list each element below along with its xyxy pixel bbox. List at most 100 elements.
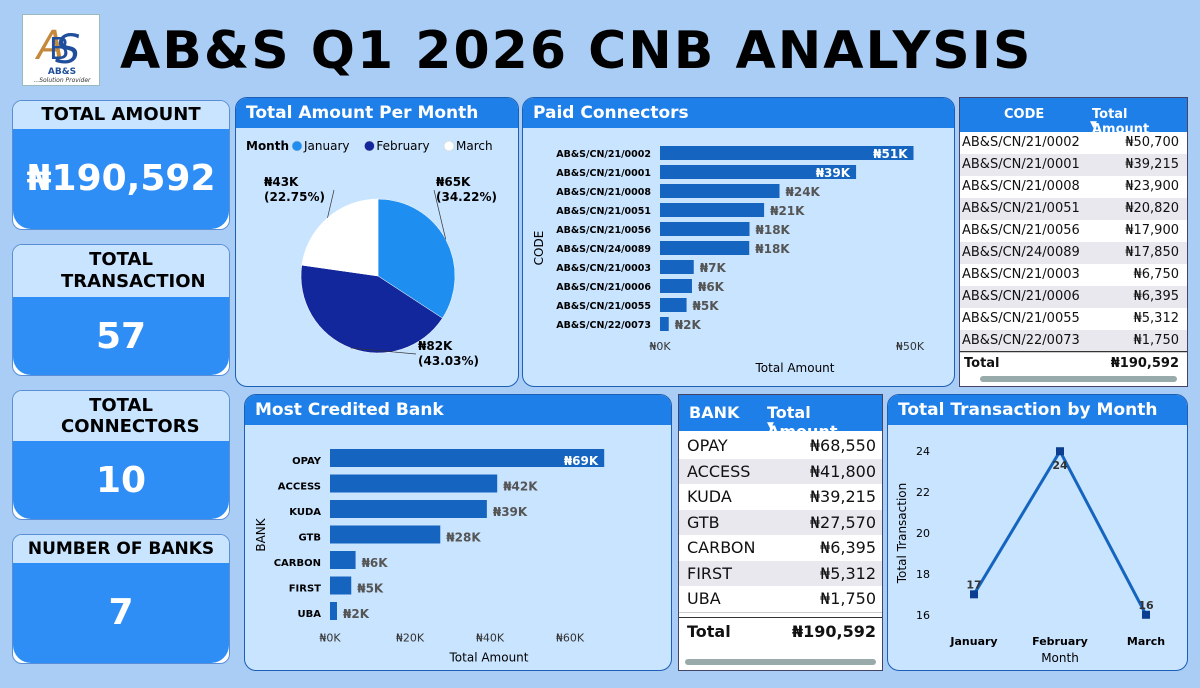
x-tick-label: ₦50K [896, 340, 925, 353]
connector-row[interactable]: AB&S/CN/21/0001 ₦39,215 [960, 154, 1187, 177]
connector-name-cell: AB&S/CN/24/0089 [962, 245, 1080, 260]
bar-data-label: ₦2K [675, 318, 702, 332]
connector-amount-cell: ₦39,215 [1125, 157, 1179, 172]
horizontal-scrollbar[interactable] [685, 659, 876, 665]
bar-ab-s-cn-21-0002[interactable] [660, 146, 914, 160]
connector-name-cell: AB&S/CN/21/0006 [962, 289, 1080, 304]
category-label: AB&S/CN/21/0001 [556, 168, 651, 179]
y-axis-label: Total Transaction [895, 483, 909, 585]
bar-ab-s-cn-24-0089[interactable] [660, 241, 750, 255]
bar-ab-s-cn-21-0001[interactable] [660, 165, 857, 179]
x-axis-label: Total Amount [755, 361, 835, 375]
category-label: AB&S/CN/21/0003 [556, 263, 651, 274]
connector-row[interactable]: AB&S/CN/21/0056 ₦17,900 [960, 220, 1187, 243]
bar-ab-s-cn-21-0003[interactable] [660, 260, 694, 274]
connector-row[interactable]: AB&S/CN/21/0006 ₦6,395 [960, 286, 1187, 309]
page-title: AB&S Q1 2026 CNB ANALYSIS [120, 21, 1033, 81]
total-value: ₦190,592 [1110, 356, 1179, 371]
bar-opay[interactable] [330, 449, 605, 467]
kpi-total-amount: TOTAL AMOUNT ₦190,592 [12, 100, 230, 230]
pie-slice-march[interactable] [301, 198, 379, 277]
bank-row[interactable]: UBA ₦1,750 [679, 586, 882, 613]
category-label: AB&S/CN/21/0008 [556, 187, 651, 198]
category-label: OPAY [292, 456, 322, 467]
line-chart-title: Total Transaction by Month [888, 395, 1187, 425]
connector-amount-cell: ₦17,850 [1125, 245, 1179, 260]
bank-name-cell: ACCESS [687, 461, 751, 481]
bank-row[interactable]: OPAY ₦68,550 [679, 433, 882, 460]
bank-amount-cell: ₦39,215 [809, 487, 876, 506]
bar-carbon[interactable] [330, 551, 356, 569]
kpi-label: TOTAL CONNECTORS [13, 391, 229, 445]
bar-data-label: ₦5K [693, 299, 720, 313]
bank-amount-cell: ₦41,800 [809, 461, 876, 481]
kpi-number-of-banks: NUMBER OF BANKS 7 [12, 534, 230, 664]
bar-ab-s-cn-22-0073[interactable] [660, 317, 669, 331]
bar-ab-s-cn-21-0051[interactable] [660, 203, 765, 217]
category-label: CARBON [274, 558, 321, 569]
legend-label-january[interactable]: January [303, 139, 350, 153]
legend-label-february[interactable]: February [376, 139, 429, 153]
category-label: FIRST [289, 584, 321, 595]
col-header-bank[interactable]: BANK [689, 403, 740, 422]
sort-desc-icon[interactable]: ▼ [767, 421, 774, 431]
series-line[interactable] [972, 448, 1148, 616]
connector-row[interactable]: AB&S/CN/21/0002 ₦50,700 [960, 132, 1187, 155]
y-tick-label: 24 [916, 445, 930, 458]
connector-row[interactable]: AB&S/CN/21/0055 ₦5,312 [960, 308, 1187, 331]
bar-data-label: ₦5K [357, 582, 384, 596]
data-point[interactable] [1142, 610, 1150, 619]
logo-text: AB&S [47, 67, 77, 77]
connector-name-cell: AB&S/CN/22/0073 [962, 333, 1080, 348]
title-bar [10, 10, 1188, 92]
svg-text:B: B [49, 32, 70, 67]
bar-gtb[interactable] [330, 525, 441, 544]
bar-first[interactable] [330, 576, 352, 595]
bank-table: BANK Total Amount ▼ OPAY ₦68,550 ACCESS ₦41… [678, 394, 883, 671]
bar-access[interactable] [330, 474, 498, 493]
bar-kuda[interactable] [330, 500, 487, 518]
y-tick-label: 16 [916, 609, 930, 622]
bank-name-cell: OPAY [687, 436, 728, 455]
bank-row[interactable]: ACCESS ₦41,800 [679, 458, 882, 485]
bar-uba[interactable] [330, 602, 337, 620]
col-header-code[interactable]: CODE [1004, 107, 1045, 122]
sort-desc-icon[interactable]: ▼ [1090, 120, 1097, 130]
bar-ab-s-cn-21-0006[interactable] [660, 279, 692, 293]
bank-row[interactable]: GTB ₦27,570 [679, 509, 882, 536]
bank-amount-cell: ₦27,570 [809, 512, 876, 532]
bar-ab-s-cn-21-0055[interactable] [660, 298, 687, 312]
y-tick-label: 22 [916, 486, 930, 499]
connector-name-cell: AB&S/CN/21/0003 [962, 267, 1080, 282]
connector-row[interactable]: AB&S/CN/22/0073 ₦1,750 [960, 330, 1187, 353]
bank-chart-panel: Most Credited Bank OPAY ₦69K ACCESS ₦42K KUD… [244, 394, 672, 671]
point-data-label: 16 [1138, 599, 1154, 612]
connector-row[interactable]: AB&S/CN/21/0003 ₦6,750 [960, 264, 1187, 287]
category-label: AB&S/CN/21/0002 [556, 149, 651, 160]
connector-amount-cell: ₦17,900 [1125, 223, 1179, 238]
data-point[interactable] [1056, 447, 1064, 456]
bank-row[interactable]: FIRST ₦5,312 [679, 560, 882, 587]
data-point[interactable] [970, 590, 978, 599]
x-tick-label: ₦0K [319, 632, 341, 645]
bar-data-label: ₦6K [362, 556, 389, 570]
y-axis-label: CODE [532, 231, 546, 266]
point-data-label: 24 [1052, 459, 1068, 472]
connector-row[interactable]: AB&S/CN/21/0051 ₦20,820 [960, 198, 1187, 221]
bar-ab-s-cn-21-0056[interactable] [660, 222, 750, 236]
bank-row[interactable]: CARBON ₦6,395 [679, 535, 882, 562]
bar-ab-s-cn-21-0008[interactable] [660, 184, 780, 198]
connector-row[interactable]: AB&S/CN/24/0089 ₦17,850 [960, 242, 1187, 265]
total-value: ₦190,592 [791, 622, 876, 641]
total-label: Total [964, 356, 1000, 371]
legend-label-march[interactable]: March [456, 139, 493, 153]
connector-row[interactable]: AB&S/CN/21/0008 ₦23,900 [960, 176, 1187, 199]
bank-amount-cell: ₦6,395 [820, 538, 876, 557]
horizontal-scrollbar[interactable] [980, 376, 1177, 382]
connector-amount-cell: ₦1,750 [1133, 333, 1180, 348]
pie-leader-line [350, 347, 417, 355]
pie-leader-line [433, 189, 447, 240]
legend-title: Month [246, 139, 289, 153]
bank-name-cell: GTB [687, 512, 720, 532]
bank-row[interactable]: KUDA ₦39,215 [679, 484, 882, 511]
